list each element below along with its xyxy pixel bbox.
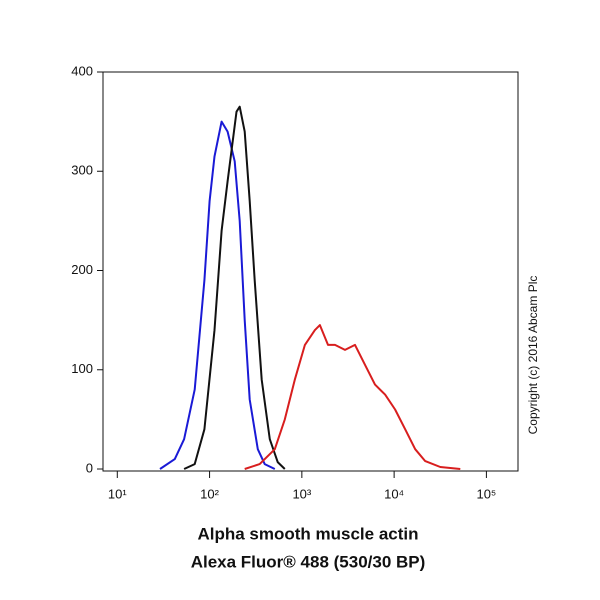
x-axis-subtitle: Alexa Fluor® 488 (530/30 BP)	[191, 552, 426, 571]
y-tick-label: 400	[71, 63, 93, 78]
copyright: Copyright (c) 2016 Abcam Plc	[526, 276, 540, 435]
y-tick-label: 200	[71, 262, 93, 277]
x-tick-label: 10²	[200, 486, 219, 501]
histogram-line	[183, 105, 286, 470]
x-tick-label: 10⁴	[384, 486, 404, 501]
plot-frame	[102, 71, 519, 472]
y-tick-label: 300	[71, 163, 93, 178]
y-tick-label: 100	[71, 361, 93, 376]
x-tick-label: 10³	[292, 486, 311, 501]
histogram-line	[244, 324, 461, 470]
y-tick-label: 0	[86, 460, 93, 475]
x-tick-label: 10¹	[108, 486, 127, 501]
x-tick-label: 10⁵	[476, 486, 496, 501]
x-axis-title: Alpha smooth muscle actin	[197, 524, 418, 543]
histogram-line	[159, 120, 276, 470]
